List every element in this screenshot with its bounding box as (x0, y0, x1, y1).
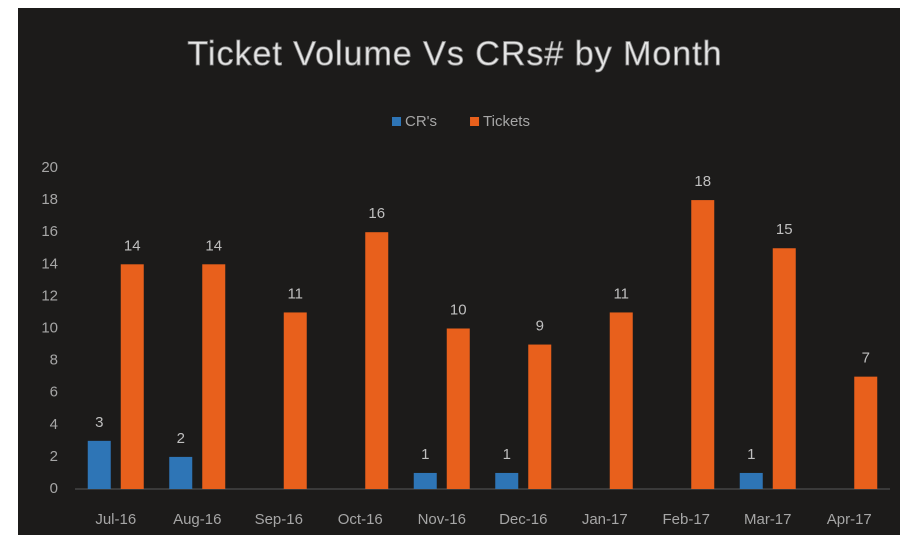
data-label: 16 (368, 205, 385, 222)
x-tick-label: Mar-17 (744, 511, 792, 528)
y-tick-label: 2 (50, 448, 58, 465)
data-label: 15 (776, 221, 793, 238)
data-label: 1 (421, 446, 429, 463)
bar (169, 456, 193, 489)
legend-swatch (470, 117, 480, 126)
y-tick-label: 14 (41, 255, 58, 272)
legend-label: CR's (405, 113, 437, 130)
data-label: 1 (503, 446, 511, 463)
bar (87, 440, 111, 489)
data-label: 1 (747, 446, 755, 463)
bar (120, 264, 144, 489)
y-tick-label: 8 (50, 352, 58, 369)
legend: CR's Tickets (392, 113, 530, 130)
data-label: 14 (124, 237, 141, 254)
data-label: 11 (287, 285, 303, 302)
data-label: 14 (205, 237, 222, 254)
legend-swatch (392, 117, 401, 126)
data-label: 18 (694, 173, 711, 190)
y-tick-label: 4 (50, 416, 58, 433)
y-tick-label: 20 (41, 159, 58, 176)
y-tick-label: 10 (41, 319, 58, 336)
y-tick-label: 16 (41, 223, 58, 240)
legend-label: Tickets (483, 113, 530, 130)
x-tick-label: Feb-17 (662, 511, 710, 528)
bar (772, 248, 796, 489)
x-tick-label: Jul-16 (95, 511, 136, 528)
bar (854, 376, 878, 489)
bar (691, 200, 715, 489)
bar (446, 328, 470, 489)
data-label: 10 (450, 301, 467, 318)
y-tick-label: 18 (41, 191, 58, 208)
bar (495, 472, 519, 489)
x-tick-label: Nov-16 (418, 511, 466, 528)
y-tick-label: 0 (50, 480, 58, 497)
chart-title: Ticket Volume Vs CRs# by Month (187, 35, 722, 73)
x-tick-label: Oct-16 (338, 511, 383, 528)
data-label: 3 (95, 414, 103, 431)
x-tick-label: Aug-16 (173, 511, 221, 528)
bar (365, 232, 389, 489)
bar (202, 264, 226, 489)
data-label: 11 (613, 285, 629, 302)
data-label: 9 (536, 318, 544, 335)
bar (528, 344, 552, 489)
x-tick-label: Apr-17 (827, 511, 872, 528)
x-tick-label: Dec-16 (499, 511, 547, 528)
bar (283, 312, 307, 489)
y-tick-label: 6 (50, 384, 58, 401)
x-tick-label: Jan-17 (582, 511, 628, 528)
bar (413, 472, 437, 489)
x-tick-label: Sep-16 (255, 511, 303, 528)
data-label: 7 (862, 350, 870, 367)
data-label: 2 (177, 430, 185, 447)
y-tick-label: 12 (41, 287, 58, 304)
bar (739, 472, 763, 489)
bar (609, 312, 633, 489)
